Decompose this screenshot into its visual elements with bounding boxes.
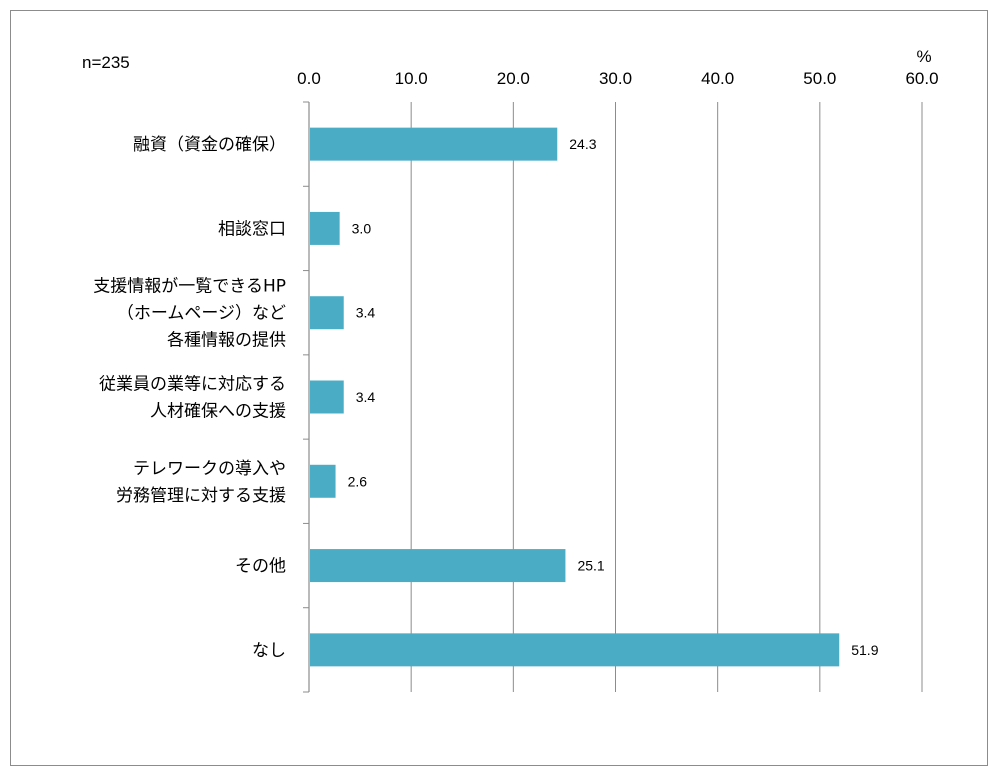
data-label: 25.1	[577, 558, 604, 574]
x-tick-label: 50.0	[803, 69, 836, 88]
bar	[310, 464, 336, 498]
category-label: なし	[252, 641, 286, 661]
bar	[310, 211, 340, 245]
bar	[310, 296, 344, 330]
category-label: その他	[235, 557, 286, 577]
data-label: 24.3	[569, 136, 596, 152]
x-tick-label: 30.0	[599, 69, 632, 88]
x-tick-label: 60.0	[905, 69, 938, 88]
data-label: 51.9	[851, 642, 878, 658]
x-tick-label: 0.0	[297, 69, 321, 88]
category-label: テレワークの導入や	[133, 459, 286, 479]
category-label: 支援情報が一覧できるHP	[93, 277, 286, 297]
unit-label: %	[916, 47, 931, 66]
bar	[310, 633, 840, 667]
data-label: 3.0	[352, 220, 372, 236]
category-label: 従業員の業等に対応する	[99, 375, 286, 395]
category-label: 人材確保への支援	[150, 402, 286, 422]
category-label: 相談窓口	[218, 219, 286, 239]
bar	[310, 380, 344, 414]
category-label: 融資（資金の確保）	[133, 135, 286, 155]
x-tick-label: 10.0	[395, 69, 428, 88]
sample-size-label: n=235	[82, 53, 130, 72]
x-tick-label: 40.0	[701, 69, 734, 88]
data-label: 3.4	[356, 305, 376, 321]
category-label: 労務管理に対する支援	[116, 486, 286, 506]
chart-frame	[10, 10, 988, 766]
category-label: 各種情報の提供	[167, 331, 286, 351]
bar	[310, 549, 566, 583]
x-tick-label: 20.0	[497, 69, 530, 88]
data-label: 2.6	[348, 473, 368, 489]
category-label: （ホームページ）など	[117, 304, 286, 324]
data-label: 3.4	[356, 389, 376, 405]
bar	[310, 127, 558, 161]
